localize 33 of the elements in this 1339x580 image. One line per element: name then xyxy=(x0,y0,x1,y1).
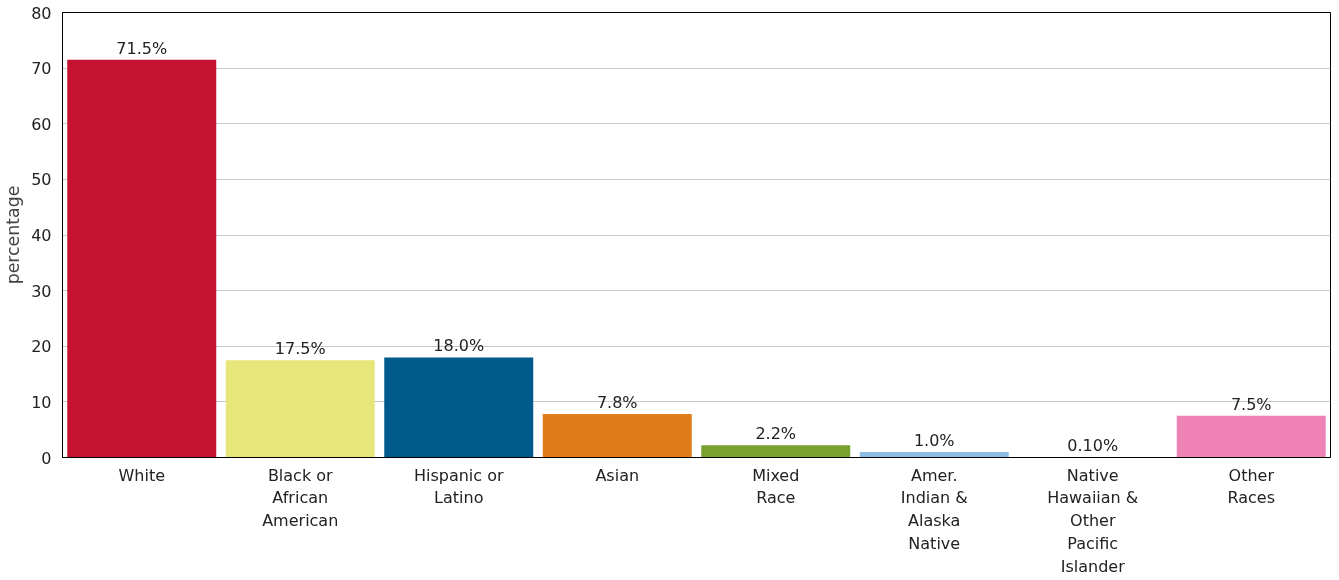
x-tick-label: Amer. Indian & Alaska Native xyxy=(900,465,968,553)
x-tick-label: Other Races xyxy=(1227,465,1276,508)
bar xyxy=(859,451,1009,458)
bar xyxy=(701,445,851,458)
y-tick-label: 50 xyxy=(31,170,52,190)
data-label: 1.0% xyxy=(913,430,955,450)
x-tick-label: Asian xyxy=(595,465,640,485)
y-tick-label: 80 xyxy=(31,3,52,23)
x-tick-label: White xyxy=(118,465,166,485)
y-axis-title: percentage xyxy=(3,185,24,285)
bar xyxy=(1176,415,1326,458)
y-tick-label: 60 xyxy=(31,114,52,134)
data-label: 18.0% xyxy=(433,336,485,356)
data-label: 0.10% xyxy=(1067,435,1119,455)
x-tick-label: Native Hawaiian & Other Pacific Islander xyxy=(1047,465,1139,576)
x-tick-label: Mixed Race xyxy=(752,465,800,508)
data-label: 17.5% xyxy=(274,339,326,359)
data-label: 7.8% xyxy=(596,393,638,413)
y-tick-label: 40 xyxy=(31,226,52,245)
data-label: 7.5% xyxy=(1230,394,1272,414)
y-tick-label: 10 xyxy=(31,392,52,412)
data-label: 2.2% xyxy=(755,424,797,444)
x-tick-label: Black or African American xyxy=(262,465,339,531)
y-tick-label: 20 xyxy=(31,337,52,357)
bar xyxy=(225,360,375,458)
bar xyxy=(67,59,217,458)
data-label: 71.5% xyxy=(116,38,168,58)
x-tick-label: Hispanic or Latino xyxy=(413,465,504,508)
bar xyxy=(384,357,534,458)
y-tick-label: 70 xyxy=(31,59,52,79)
y-tick-label: 0 xyxy=(41,448,52,468)
bar xyxy=(542,414,692,458)
y-tick-label: 30 xyxy=(31,281,52,301)
